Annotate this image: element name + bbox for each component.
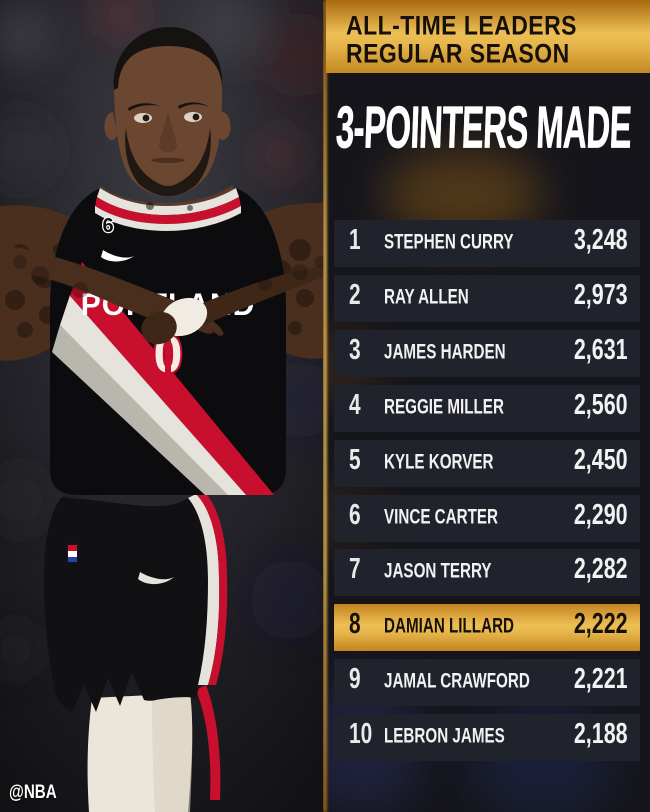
svg-text:6: 6 xyxy=(102,215,113,237)
